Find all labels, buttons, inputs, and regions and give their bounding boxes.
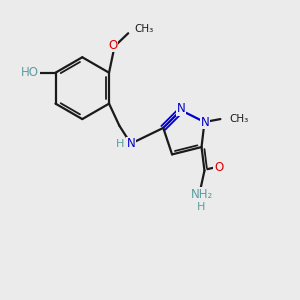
Text: H: H — [197, 202, 206, 212]
Text: N: N — [201, 116, 209, 128]
Text: O: O — [108, 38, 118, 52]
Text: CH₃: CH₃ — [134, 24, 153, 34]
Text: CH₃: CH₃ — [229, 114, 248, 124]
Text: H: H — [116, 139, 124, 149]
Text: NH₂: NH₂ — [190, 188, 213, 201]
Text: O: O — [214, 160, 223, 174]
Text: HO: HO — [21, 66, 39, 79]
Text: N: N — [127, 137, 136, 151]
Text: N: N — [176, 102, 185, 115]
